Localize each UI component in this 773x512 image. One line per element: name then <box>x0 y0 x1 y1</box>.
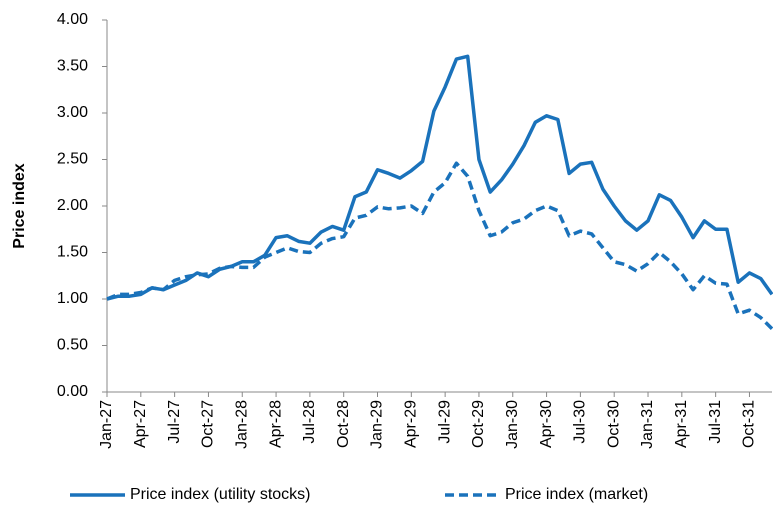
x-tick-label: Jul-30 <box>572 400 589 444</box>
y-axis-title: Price index <box>11 163 28 248</box>
y-tick-label: 1.00 <box>57 290 88 307</box>
x-tick-label: Apr-28 <box>267 400 284 448</box>
y-tick-label: 4.00 <box>57 11 88 28</box>
x-tick-label: Jan-28 <box>233 400 250 449</box>
x-tick-label: Oct-28 <box>335 400 352 448</box>
series-line <box>106 161 773 331</box>
y-tick-label: 3.00 <box>57 104 88 121</box>
y-tick-label: 0.50 <box>57 337 88 354</box>
x-tick-label: Jan-29 <box>369 400 386 449</box>
x-tick-label: Apr-29 <box>403 400 420 448</box>
x-tick-label: Jan-30 <box>504 400 521 449</box>
y-tick-label: 0.00 <box>57 383 88 400</box>
y-tick-label: 2.50 <box>57 151 88 168</box>
x-tick-label: Jul-31 <box>707 400 724 444</box>
series-line <box>106 54 773 301</box>
x-tick-label: Oct-30 <box>605 400 622 448</box>
x-tick-label: Jul-28 <box>301 400 318 444</box>
x-tick-label: Oct-29 <box>470 400 487 448</box>
x-tick-label: Apr-31 <box>673 400 690 448</box>
legend-label: Price index (utility stocks) <box>130 486 311 503</box>
x-tick-label: Jul-29 <box>436 400 453 444</box>
y-tick-label: 3.50 <box>57 58 88 75</box>
x-tick-label: Apr-27 <box>132 400 149 448</box>
legend-label: Price index (market) <box>505 486 648 503</box>
x-tick-label: Jul-27 <box>166 400 183 444</box>
x-tick-label: Jan-27 <box>98 400 115 449</box>
x-tick-label: Apr-30 <box>538 400 555 448</box>
y-tick-label: 1.50 <box>57 244 88 261</box>
x-tick-label: Oct-31 <box>741 400 758 448</box>
y-tick-label: 2.00 <box>57 197 88 214</box>
x-tick-label: Oct-27 <box>200 400 217 448</box>
x-tick-label: Jan-31 <box>639 400 656 449</box>
